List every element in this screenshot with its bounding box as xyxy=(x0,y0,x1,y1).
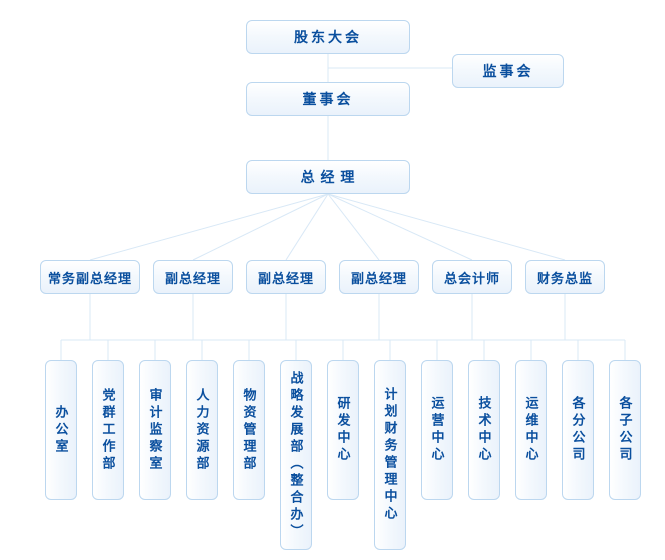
node-manager-0: 常务副总经理 xyxy=(40,260,140,294)
node-manager-4: 总会计师 xyxy=(432,260,512,294)
node-leaf-2: 审计监察室 xyxy=(139,360,171,500)
node-supervisors: 监事会 xyxy=(452,54,564,88)
node-leaf-0: 办公室 xyxy=(45,360,77,500)
node-leaf-9: 技术中心 xyxy=(468,360,500,500)
node-manager-5: 财务总监 xyxy=(525,260,605,294)
node-shareholders: 股东大会 xyxy=(246,20,410,54)
node-leaf-11: 各分公司 xyxy=(562,360,594,500)
node-leaf-1: 党群工作部 xyxy=(92,360,124,500)
node-manager-2: 副总经理 xyxy=(246,260,326,294)
node-leaf-7: 计划财务管理中心 xyxy=(374,360,406,550)
node-leaf-4: 物资管理部 xyxy=(233,360,265,500)
node-manager-3: 副总经理 xyxy=(339,260,419,294)
node-leaf-12: 各子公司 xyxy=(609,360,641,500)
node-manager-1: 副总经理 xyxy=(153,260,233,294)
node-gm: 总 经 理 xyxy=(246,160,410,194)
node-leaf-8: 运营中心 xyxy=(421,360,453,500)
node-board: 董事会 xyxy=(246,82,410,116)
node-leaf-5: 战略发展部（整合办） xyxy=(280,360,312,550)
node-leaf-3: 人力资源部 xyxy=(186,360,218,500)
node-leaf-10: 运维中心 xyxy=(515,360,547,500)
node-leaf-6: 研发中心 xyxy=(327,360,359,500)
